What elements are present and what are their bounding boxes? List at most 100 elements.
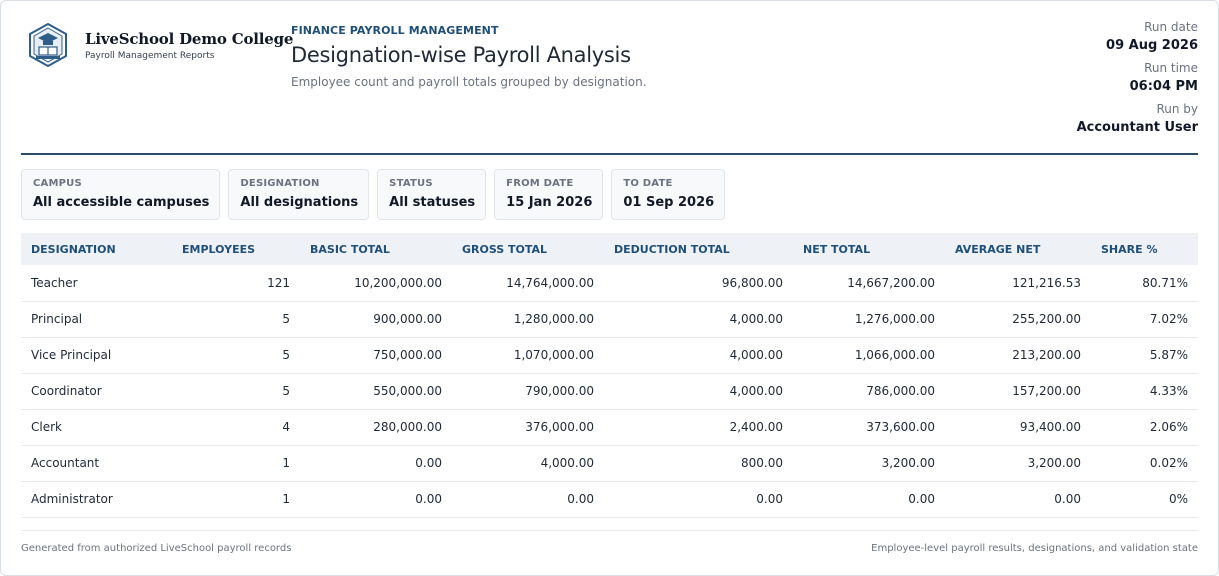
cell-designation: Coordinator <box>21 373 172 410</box>
filter-campus: CAMPUS All accessible campuses <box>21 169 221 220</box>
column-header-basic-total: BASIC TOTAL <box>310 242 390 256</box>
filter-designation: DESIGNATION All designations <box>228 169 370 220</box>
cell-basic-total: 900,000.00 <box>300 301 452 338</box>
cell-employees: 5 <box>172 337 300 374</box>
table-row: Teacher 121 10,200,000.00 14,764,000.00 … <box>21 265 1198 302</box>
cell-net-total: 786,000.00 <box>793 373 945 410</box>
cell-gross-total: 4,000.00 <box>452 445 604 482</box>
page-subtitle: Employee count and payroll totals groupe… <box>291 75 647 89</box>
cell-designation: Administrator <box>21 481 172 518</box>
page-title: Designation-wise Payroll Analysis <box>291 43 631 67</box>
cell-deduction-total: 4,000.00 <box>604 373 793 410</box>
cell-basic-total: 10,200,000.00 <box>300 265 452 302</box>
college-subtitle: Payroll Management Reports <box>85 51 215 61</box>
cell-net-total: 373,600.00 <box>793 409 945 446</box>
cell-deduction-total: 4,000.00 <box>604 301 793 338</box>
table-body: Teacher 121 10,200,000.00 14,764,000.00 … <box>21 265 1198 518</box>
filter-to-date: TO DATE 01 Sep 2026 <box>611 169 726 220</box>
cell-deduction-total: 2,400.00 <box>604 409 793 446</box>
cell-share: 0% <box>1091 481 1198 518</box>
cell-basic-total: 0.00 <box>300 481 452 518</box>
run-by-value: Accountant User <box>1076 120 1198 135</box>
payroll-table: DESIGNATION EMPLOYEES BASIC TOTAL GROSS … <box>21 233 1198 518</box>
column-header-average-net: AVERAGE NET <box>955 242 1041 256</box>
cell-gross-total: 0.00 <box>452 481 604 518</box>
cell-designation: Accountant <box>21 445 172 482</box>
column-header-designation: DESIGNATION <box>31 242 116 256</box>
cell-designation: Clerk <box>21 409 172 446</box>
cell-basic-total: 550,000.00 <box>300 373 452 410</box>
run-by-label: Run by <box>1156 102 1198 116</box>
cell-share: 4.33% <box>1091 373 1198 410</box>
cell-deduction-total: 4,000.00 <box>604 337 793 374</box>
cell-deduction-total: 96,800.00 <box>604 265 793 302</box>
table-row: Vice Principal 5 750,000.00 1,070,000.00… <box>21 337 1198 374</box>
column-header-net-total: NET TOTAL <box>803 242 871 256</box>
cell-share: 80.71% <box>1091 265 1198 302</box>
cell-designation: Teacher <box>21 265 172 302</box>
filter-value: All statuses <box>389 195 476 210</box>
report-kicker: FINANCE PAYROLL MANAGEMENT <box>291 24 499 37</box>
college-crest-icon <box>29 22 67 68</box>
filter-label: STATUS <box>389 178 433 189</box>
run-info: Run date 09 Aug 2026 Run time 06:04 PM R… <box>1077 20 1198 143</box>
brand: LiveSchool Demo College Payroll Manageme… <box>25 22 293 68</box>
cell-basic-total: 280,000.00 <box>300 409 452 446</box>
cell-gross-total: 1,280,000.00 <box>452 301 604 338</box>
cell-designation: Principal <box>21 301 172 338</box>
run-date-value: 09 Aug 2026 <box>1106 38 1198 53</box>
column-header-share: SHARE % <box>1101 242 1158 256</box>
filter-summary: CAMPUS All accessible campuses DESIGNATI… <box>21 169 726 220</box>
table-header: DESIGNATION EMPLOYEES BASIC TOTAL GROSS … <box>21 233 1198 265</box>
filter-label: DESIGNATION <box>240 178 320 189</box>
table-row: Principal 5 900,000.00 1,280,000.00 4,00… <box>21 301 1198 338</box>
column-header-employees: EMPLOYEES <box>182 242 256 256</box>
cell-employees: 1 <box>172 481 300 518</box>
run-time-label: Run time <box>1144 61 1198 75</box>
cell-share: 0.02% <box>1091 445 1198 482</box>
cell-deduction-total: 0.00 <box>604 481 793 518</box>
run-date-label: Run date <box>1144 20 1198 34</box>
table-row: Administrator 1 0.00 0.00 0.00 0.00 0.00… <box>21 481 1198 518</box>
footer-scope-note: Employee-level payroll results, designat… <box>871 543 1198 554</box>
cell-net-total: 14,667,200.00 <box>793 265 945 302</box>
table-row: Coordinator 5 550,000.00 790,000.00 4,00… <box>21 373 1198 410</box>
filter-value: All accessible campuses <box>33 195 210 210</box>
table-header-row: DESIGNATION EMPLOYEES BASIC TOTAL GROSS … <box>21 233 1198 265</box>
cell-gross-total: 376,000.00 <box>452 409 604 446</box>
column-header-gross-total: GROSS TOTAL <box>462 242 548 256</box>
cell-gross-total: 1,070,000.00 <box>452 337 604 374</box>
table-row: Clerk 4 280,000.00 376,000.00 2,400.00 3… <box>21 409 1198 446</box>
cell-employees: 5 <box>172 373 300 410</box>
footer-source-note: Generated from authorized LiveSchool pay… <box>21 543 292 554</box>
title-block: FINANCE PAYROLL MANAGEMENT Designation-w… <box>291 24 647 89</box>
filter-value: All designations <box>240 195 359 210</box>
brand-text: LiveSchool Demo College Payroll Manageme… <box>85 22 293 61</box>
cell-average-net: 255,200.00 <box>945 301 1091 338</box>
cell-share: 2.06% <box>1091 409 1198 446</box>
cell-average-net: 3,200.00 <box>945 445 1091 482</box>
cell-average-net: 213,200.00 <box>945 337 1091 374</box>
filter-status: STATUS All statuses <box>377 169 487 220</box>
footer-divider <box>21 530 1198 531</box>
cell-net-total: 0.00 <box>793 481 945 518</box>
cell-share: 5.87% <box>1091 337 1198 374</box>
filter-value: 15 Jan 2026 <box>506 195 593 210</box>
filter-value: 01 Sep 2026 <box>623 195 715 210</box>
column-header-deduction-total: DEDUCTION TOTAL <box>614 242 730 256</box>
cell-average-net: 121,216.53 <box>945 265 1091 302</box>
cell-gross-total: 790,000.00 <box>452 373 604 410</box>
cell-employees: 1 <box>172 445 300 482</box>
cell-employees: 5 <box>172 301 300 338</box>
header-divider <box>21 153 1198 155</box>
cell-net-total: 3,200.00 <box>793 445 945 482</box>
college-name: LiveSchool Demo College <box>85 30 294 48</box>
filter-label: CAMPUS <box>33 178 82 189</box>
cell-gross-total: 14,764,000.00 <box>452 265 604 302</box>
filter-label: FROM DATE <box>506 178 574 189</box>
cell-net-total: 1,066,000.00 <box>793 337 945 374</box>
filter-from-date: FROM DATE 15 Jan 2026 <box>494 169 604 220</box>
report-header: LiveSchool Demo College Payroll Manageme… <box>21 18 1198 138</box>
cell-average-net: 93,400.00 <box>945 409 1091 446</box>
cell-share: 7.02% <box>1091 301 1198 338</box>
